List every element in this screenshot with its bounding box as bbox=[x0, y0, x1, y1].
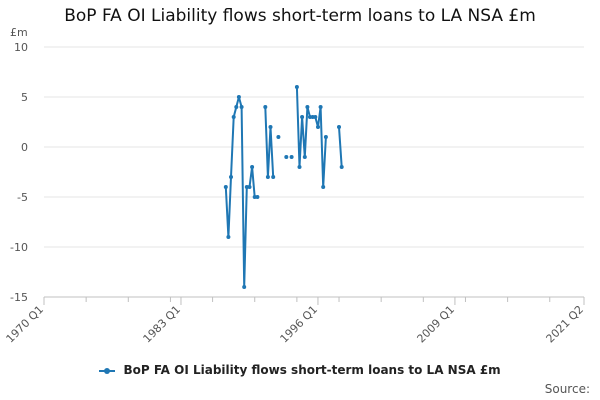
grid-lines bbox=[44, 46, 584, 298]
series-plot bbox=[223, 85, 344, 289]
data-point bbox=[323, 135, 328, 139]
x-tick-label: 1970 Q1 bbox=[4, 303, 47, 346]
x-tick-label: 2021 Q2 bbox=[544, 303, 587, 346]
y-tick-label: 5 bbox=[21, 91, 28, 104]
data-point bbox=[339, 165, 344, 169]
data-point bbox=[231, 115, 236, 119]
data-point bbox=[294, 85, 299, 89]
data-point bbox=[302, 155, 307, 159]
data-point bbox=[263, 105, 268, 109]
x-tick-label: 1983 Q1 bbox=[141, 303, 184, 346]
y-axis-unit-label: £m bbox=[10, 26, 28, 39]
series-line-segment bbox=[295, 86, 327, 188]
data-point bbox=[318, 105, 323, 109]
data-point bbox=[234, 105, 239, 109]
data-point bbox=[271, 175, 276, 179]
data-point bbox=[250, 165, 255, 169]
series-line-segment bbox=[264, 106, 275, 178]
data-point bbox=[300, 115, 305, 119]
series-line-segment bbox=[224, 96, 259, 288]
y-tick-label: 10 bbox=[14, 41, 28, 54]
axes: 10 5 0 -5 -10 -15 £m 1970 Q1 1983 Q1 1996 Q1 2009 … bbox=[4, 26, 587, 345]
data-point bbox=[313, 115, 318, 119]
y-tick-label: -5 bbox=[17, 191, 28, 204]
data-point bbox=[223, 185, 228, 189]
data-point bbox=[239, 105, 244, 109]
data-point bbox=[297, 165, 302, 169]
series-line-segment bbox=[338, 126, 343, 168]
data-point bbox=[236, 95, 241, 99]
legend[interactable]: BoP FA OI Liability flows short-term loa… bbox=[0, 363, 600, 377]
y-tick-label: 0 bbox=[21, 141, 28, 154]
data-point bbox=[247, 185, 252, 189]
data-point bbox=[229, 175, 233, 179]
x-tick-label: 1996 Q1 bbox=[278, 303, 321, 346]
y-tick-label: -15 bbox=[10, 291, 28, 304]
legend-swatch-icon bbox=[99, 367, 116, 374]
data-point bbox=[276, 135, 281, 139]
data-point bbox=[337, 125, 341, 129]
source-label: Source: bbox=[544, 382, 590, 396]
y-tick-label: -10 bbox=[10, 241, 28, 254]
x-tick-label: 2009 Q1 bbox=[415, 303, 458, 346]
data-point bbox=[284, 155, 289, 159]
data-point bbox=[255, 195, 260, 199]
data-point bbox=[242, 285, 247, 289]
data-point bbox=[305, 105, 310, 109]
data-point bbox=[321, 185, 326, 189]
data-point bbox=[226, 235, 231, 239]
data-point bbox=[268, 125, 273, 129]
data-point bbox=[289, 155, 294, 159]
legend-label: BoP FA OI Liability flows short-term loa… bbox=[123, 363, 501, 377]
data-point bbox=[316, 125, 320, 129]
data-point bbox=[265, 175, 270, 179]
chart-title: BoP FA OI Liability flows short-term loa… bbox=[64, 6, 536, 26]
